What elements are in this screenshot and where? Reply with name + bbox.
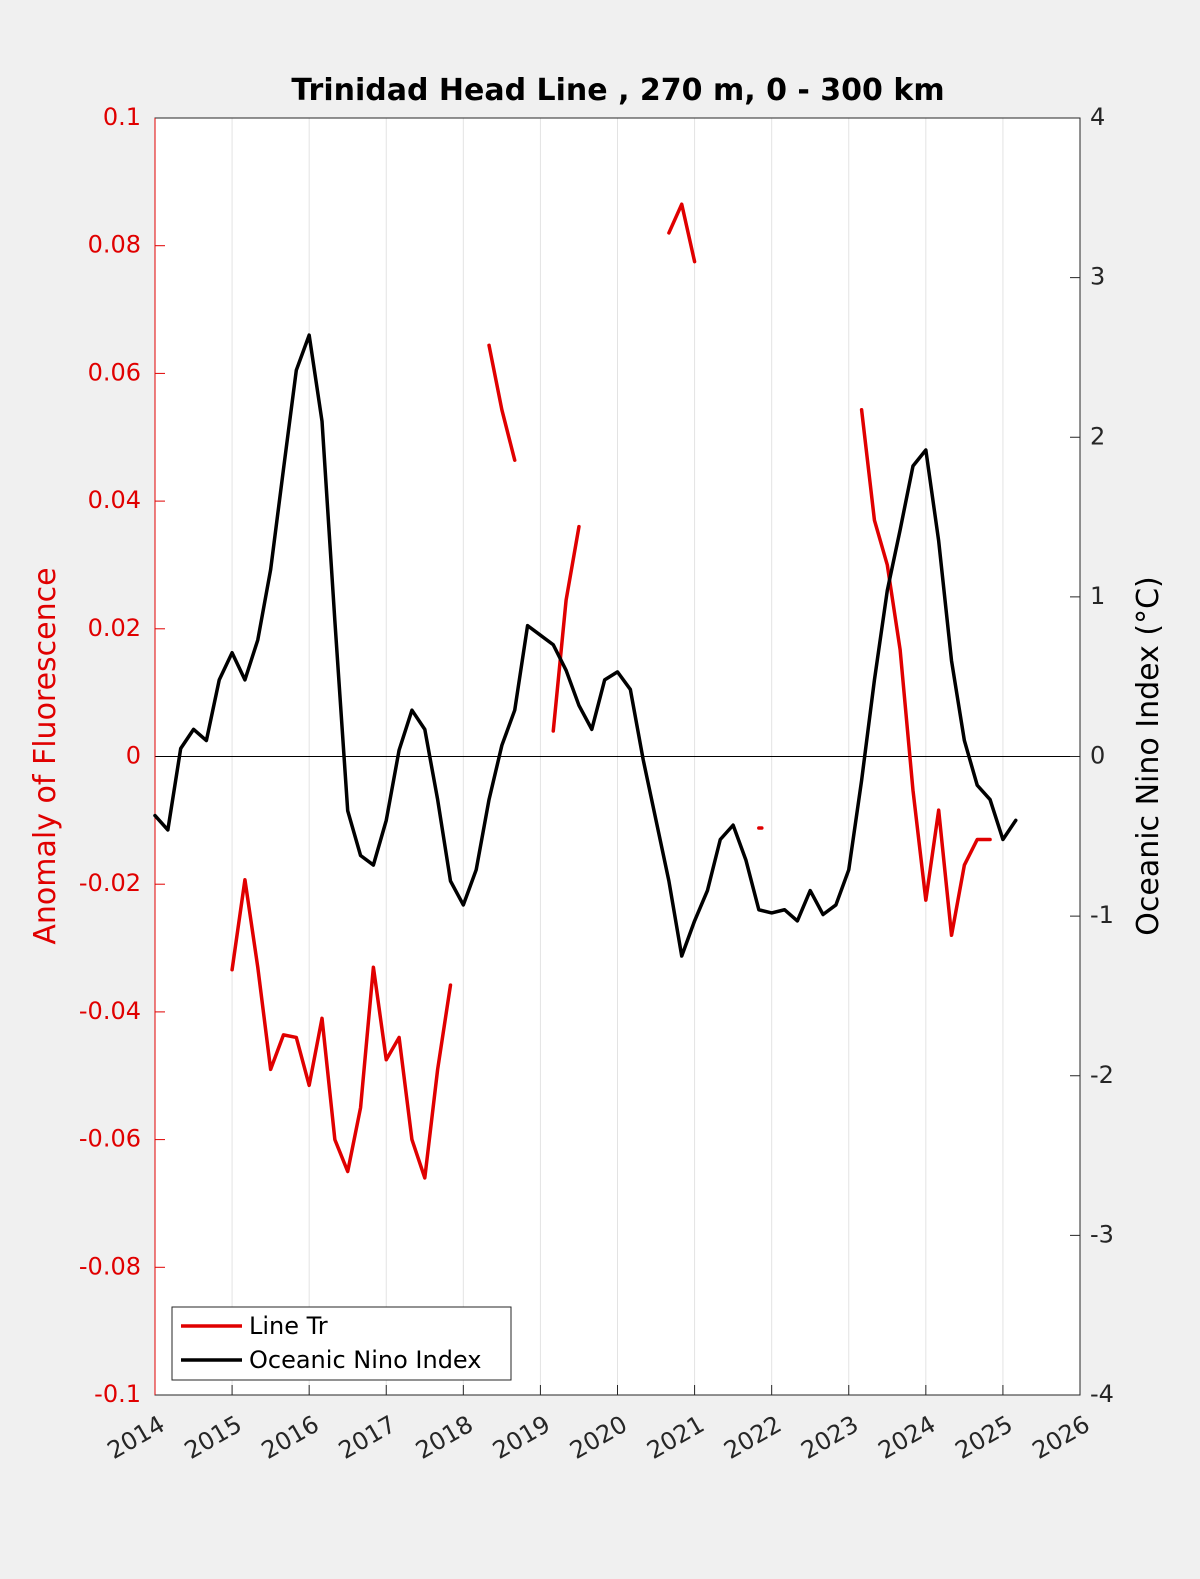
y-tick-label: -0.06 — [79, 1125, 141, 1153]
y-axis-label: Anomaly of Fluorescence — [28, 567, 63, 944]
x-tick-label: 2016 — [257, 1410, 324, 1465]
y2-tick-label: -1 — [1090, 901, 1114, 929]
x-tick-label: 2014 — [103, 1410, 170, 1465]
x-tick-label: 2022 — [719, 1410, 786, 1465]
series-line — [230, 202, 992, 1180]
y2-tick-label: -2 — [1090, 1061, 1114, 1089]
y-tick-label: 0.02 — [88, 614, 141, 642]
series-line — [153, 333, 1018, 958]
legend-box — [171, 1306, 512, 1381]
y2-tick-label: 0 — [1090, 742, 1105, 770]
y-tick-label: -0.04 — [79, 997, 141, 1025]
x-tick-label: 2019 — [488, 1410, 555, 1465]
x-tick-label: 2025 — [951, 1410, 1018, 1465]
x-tick-label: 2017 — [334, 1410, 401, 1465]
y-tick-label: 0.08 — [88, 231, 141, 259]
y-tick-label: 0.1 — [103, 103, 141, 131]
x-tick-label: 2023 — [796, 1410, 863, 1465]
y-tick-label: 0.06 — [88, 358, 141, 386]
y2-tick-label: -4 — [1090, 1380, 1114, 1408]
y2-tick-label: 1 — [1090, 582, 1105, 610]
y2-tick-label: 2 — [1090, 422, 1105, 450]
x-tick-label: 2015 — [180, 1410, 247, 1465]
x-tick-label: 2026 — [1028, 1410, 1095, 1465]
y2-tick-label: 4 — [1090, 103, 1105, 131]
y-tick-label: 0.04 — [88, 486, 141, 514]
y2-tick-label: 3 — [1090, 263, 1105, 291]
y2-axis-label: Oceanic Nino Index (°C) — [1131, 576, 1166, 936]
y-tick-label: -0.1 — [94, 1380, 141, 1408]
y-tick-label: 0 — [126, 742, 141, 770]
x-tick-label: 2024 — [873, 1410, 940, 1465]
legend-label: Oceanic Nino Index — [249, 1346, 481, 1374]
x-tick-label: 2020 — [565, 1410, 632, 1465]
x-tick-label: 2021 — [642, 1410, 709, 1465]
chart-title: Trinidad Head Line , 270 m, 0 - 300 km — [291, 73, 944, 108]
y-tick-label: -0.02 — [79, 869, 141, 897]
y-tick-label: -0.08 — [79, 1252, 141, 1280]
y2-tick-label: -3 — [1090, 1220, 1114, 1248]
x-tick-label: 2018 — [411, 1410, 478, 1465]
legend-label: Line Tr — [249, 1312, 328, 1340]
